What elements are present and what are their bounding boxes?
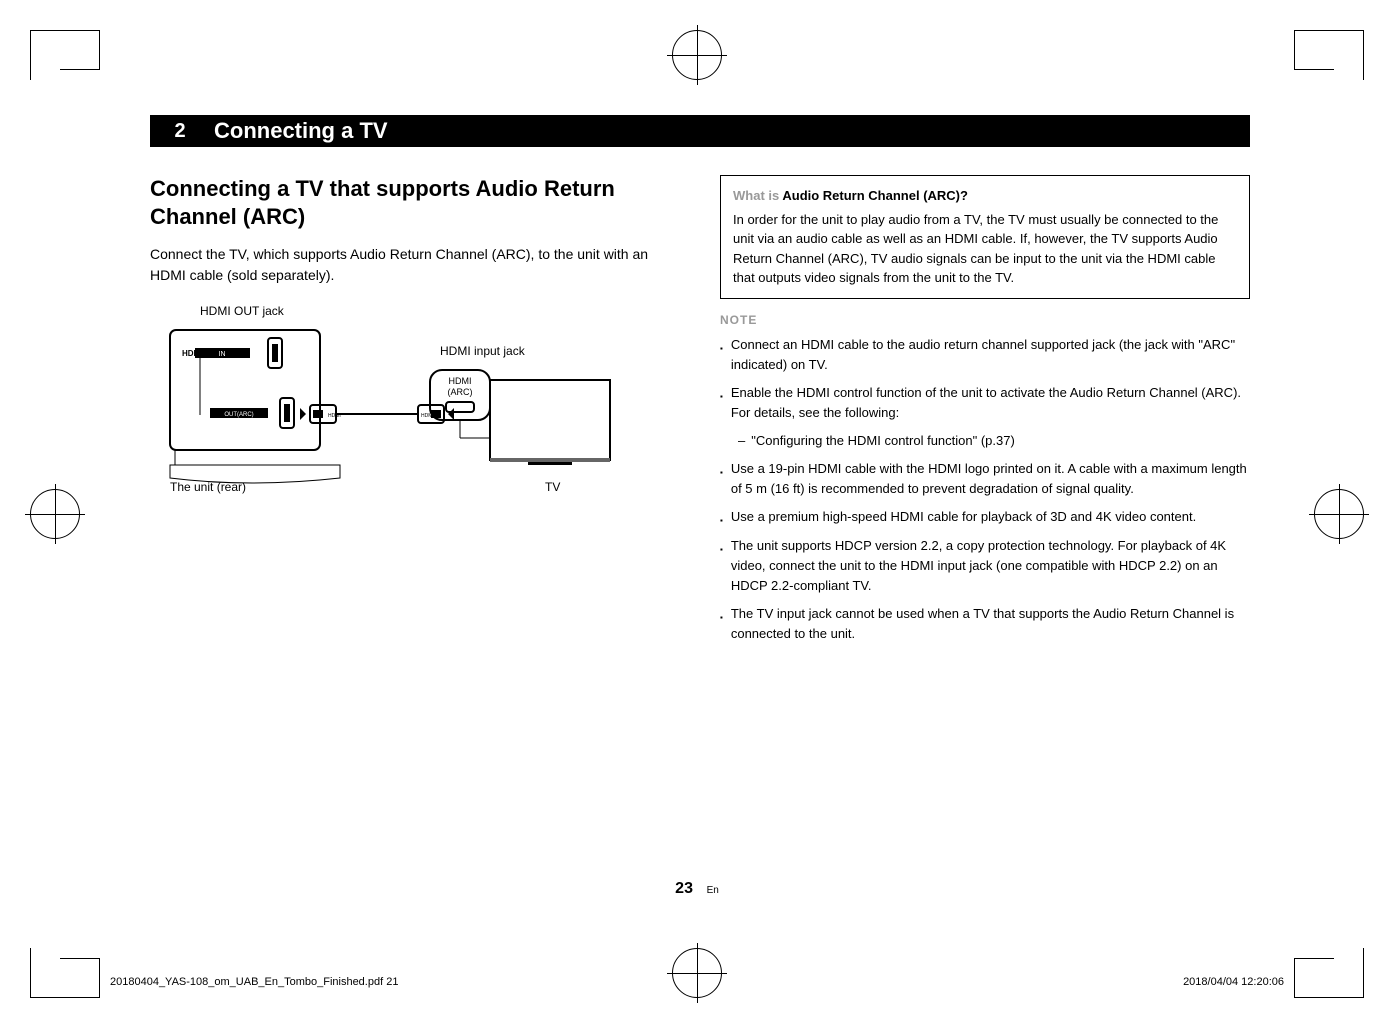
crop-mark <box>1294 958 1334 998</box>
page-footer: 23 En <box>675 880 719 898</box>
registration-mark <box>1309 484 1369 544</box>
info-box-body: In order for the unit to play audio from… <box>733 210 1237 288</box>
page-content: 2 Connecting a TV Connecting a TV that s… <box>150 115 1250 652</box>
note-text: Connect an HDMI cable to the audio retur… <box>731 335 1250 375</box>
footer-right: 2018/04/04 12:20:06 <box>1183 976 1284 988</box>
tv-label: TV <box>545 480 560 494</box>
page-lang: En <box>707 885 719 896</box>
list-item: Use a 19-pin HDMI cable with the HDMI lo… <box>720 459 1250 499</box>
note-list: Connect an HDMI cable to the audio retur… <box>720 335 1250 645</box>
crop-mark <box>60 958 100 998</box>
note-text: The TV input jack cannot be used when a … <box>731 604 1250 644</box>
list-item: Use a premium high-speed HDMI cable for … <box>720 507 1250 527</box>
bullet-icon <box>720 335 723 375</box>
registration-mark <box>667 943 727 1003</box>
section-title: Connecting a TV that supports Audio Retu… <box>150 175 680 230</box>
info-box: What is Audio Return Channel (ARC)? In o… <box>720 175 1250 299</box>
left-column: Connecting a TV that supports Audio Retu… <box>150 175 680 652</box>
hdmi-arc-label-2: (ARC) <box>448 387 473 397</box>
hdmi-out-jack-label: HDMI OUT jack <box>200 304 284 318</box>
registration-mark <box>667 25 727 85</box>
list-item: The unit supports HDCP version 2.2, a co… <box>720 536 1250 596</box>
bullet-icon <box>720 536 723 596</box>
info-title-grey: What is <box>733 188 782 203</box>
sub-list-item: "Configuring the HDMI control function" … <box>738 431 1250 451</box>
unit-rear-label: The unit (rear) <box>170 480 246 494</box>
note-text: The unit supports HDCP version 2.2, a co… <box>731 536 1250 596</box>
chapter-number: 2 <box>158 120 202 143</box>
hdmi-logo-text: HDMI <box>182 349 202 358</box>
chapter-title: Connecting a TV <box>206 118 388 144</box>
connection-diagram: HDMI OUT jack HDMI input jack IN HDMI <box>150 304 650 524</box>
note-text: Use a premium high-speed HDMI cable for … <box>731 507 1196 527</box>
bullet-icon <box>720 383 723 423</box>
intro-text: Connect the TV, which supports Audio Ret… <box>150 244 680 286</box>
registration-mark <box>25 484 85 544</box>
bullet-icon <box>720 507 723 527</box>
chapter-bar: 2 Connecting a TV <box>150 115 1250 147</box>
list-item: The TV input jack cannot be used when a … <box>720 604 1250 644</box>
crop-mark <box>1294 30 1334 70</box>
bullet-icon <box>720 604 723 644</box>
info-box-title: What is Audio Return Channel (ARC)? <box>733 186 1237 206</box>
bullet-icon <box>720 459 723 499</box>
page-number: 23 <box>675 880 693 897</box>
hdmi-arc-label-1: HDMI <box>449 376 472 386</box>
in-label: IN <box>219 351 226 358</box>
crop-mark <box>60 30 100 70</box>
right-column: What is Audio Return Channel (ARC)? In o… <box>720 175 1250 652</box>
footer-left: 20180404_YAS-108_om_UAB_En_Tombo_Finishe… <box>110 976 398 988</box>
note-text: Enable the HDMI control function of the … <box>731 383 1250 423</box>
note-text: Use a 19-pin HDMI cable with the HDMI lo… <box>731 459 1250 499</box>
info-title-bold: Audio Return Channel (ARC)? <box>782 188 968 203</box>
out-arc-label: OUT(ARC) <box>224 412 253 418</box>
list-item: Enable the HDMI control function of the … <box>720 383 1250 423</box>
sub-note-text: "Configuring the HDMI control function" … <box>751 431 1015 451</box>
note-label: NOTE <box>720 313 1250 327</box>
list-item: Connect an HDMI cable to the audio retur… <box>720 335 1250 375</box>
